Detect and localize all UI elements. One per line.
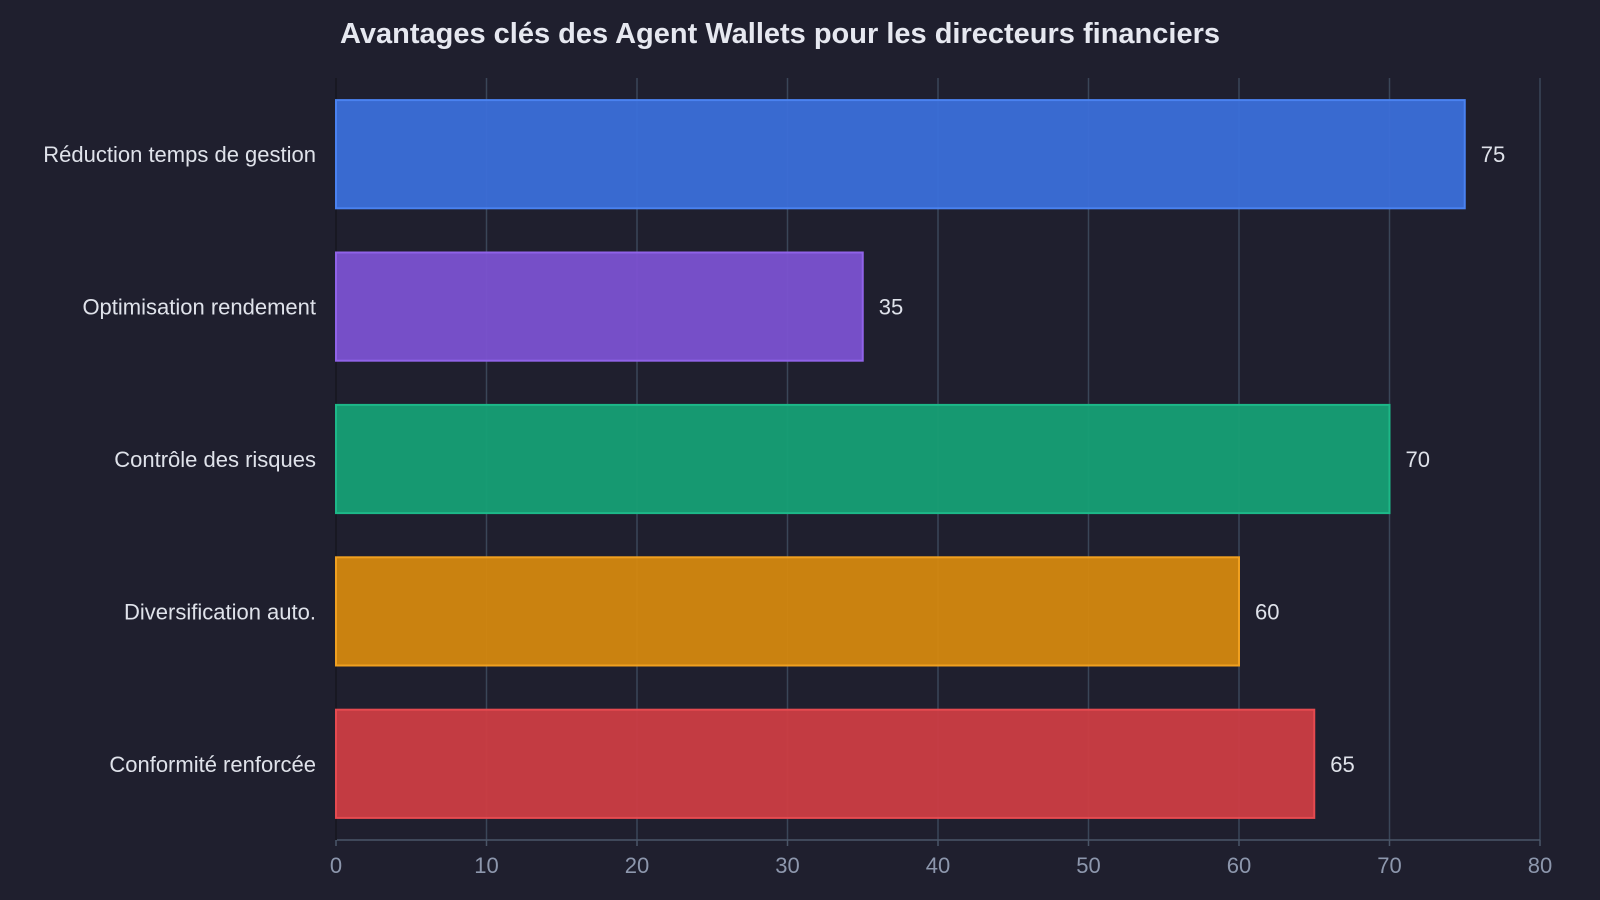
data-label: 65 bbox=[1330, 752, 1354, 777]
x-tick-label: 50 bbox=[1076, 853, 1100, 878]
category-label: Conformité renforcée bbox=[109, 752, 316, 777]
bar bbox=[335, 251, 864, 362]
x-tick-label: 60 bbox=[1227, 853, 1251, 878]
data-label: 70 bbox=[1406, 447, 1430, 472]
x-tick-label: 20 bbox=[625, 853, 649, 878]
category-label: Diversification auto. bbox=[124, 599, 316, 624]
x-tick-label: 30 bbox=[775, 853, 799, 878]
bar bbox=[335, 708, 1316, 819]
category-label: Optimisation rendement bbox=[82, 295, 316, 320]
bar bbox=[335, 99, 1466, 210]
x-tick-label: 80 bbox=[1528, 853, 1552, 878]
x-tick-label: 40 bbox=[926, 853, 950, 878]
bar bbox=[335, 403, 1391, 515]
x-tick-label: 70 bbox=[1377, 853, 1401, 878]
x-tick-label: 0 bbox=[330, 853, 342, 878]
bar bbox=[335, 556, 1240, 667]
data-label: 75 bbox=[1481, 142, 1505, 167]
x-tick-label: 10 bbox=[474, 853, 498, 878]
chart-title: Avantages clés des Agent Wallets pour le… bbox=[340, 18, 1220, 50]
data-label: 60 bbox=[1255, 599, 1279, 624]
data-label: 35 bbox=[879, 295, 903, 320]
category-label: Réduction temps de gestion bbox=[43, 142, 316, 167]
category-label: Contrôle des risques bbox=[114, 447, 316, 472]
